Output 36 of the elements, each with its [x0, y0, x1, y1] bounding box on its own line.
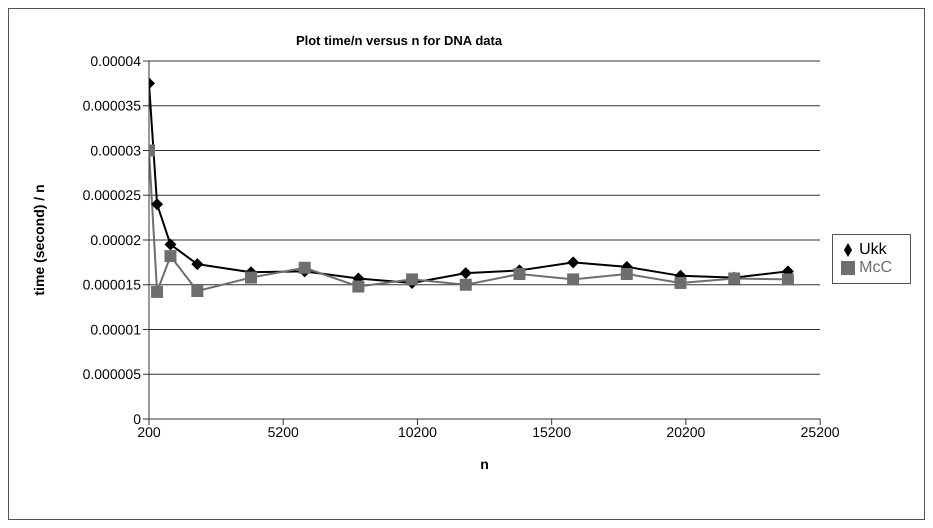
y-tick-label: 0.00003: [90, 142, 142, 158]
chart-title: Plot time/n versus n for DNA data: [294, 33, 504, 48]
x-tick-label: 10200: [398, 424, 438, 440]
x-tick-label: 5200: [268, 424, 299, 440]
point: [460, 267, 472, 280]
point: [460, 278, 472, 291]
point: [567, 273, 580, 286]
point: [567, 256, 580, 268]
point: [151, 286, 164, 298]
point: [406, 273, 418, 286]
y-axis-title: time (second) / n: [30, 184, 47, 296]
x-tick-label: 25200: [800, 424, 840, 440]
y-tick-label: 0.00002: [90, 232, 142, 248]
x-axis-title: n: [480, 456, 489, 472]
y-tick-label: 0.00004: [90, 52, 142, 69]
point: [151, 198, 164, 210]
y-tick-label: 0.00001: [90, 321, 142, 338]
point: [191, 258, 204, 270]
point: [164, 250, 176, 262]
x-tick-label: 20200: [666, 424, 706, 440]
point: [191, 285, 204, 298]
legend-label: Ukk: [859, 241, 887, 258]
y-tick-label: 0.000025: [82, 187, 142, 204]
point: [674, 276, 687, 289]
y-tick-label: 0.000005: [82, 366, 142, 382]
point: [164, 238, 176, 250]
point: [245, 272, 258, 284]
point: [352, 280, 364, 293]
y-tick-label: 0.000015: [82, 276, 142, 293]
y-tick-label: 0.000035: [82, 98, 142, 114]
point: [513, 268, 526, 280]
point: [782, 273, 794, 286]
point: [620, 268, 633, 280]
x-tick-label: 15200: [532, 424, 572, 440]
point: [298, 262, 311, 274]
legend-label: McC: [859, 259, 892, 276]
